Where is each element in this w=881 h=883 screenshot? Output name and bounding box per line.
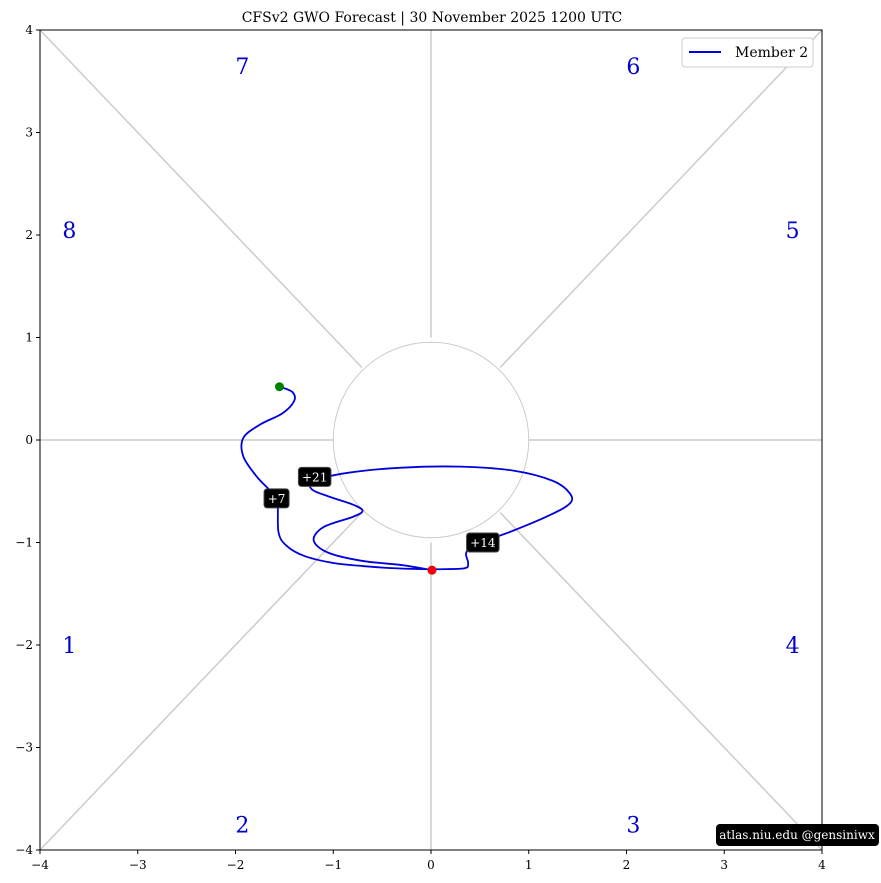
guide-line-northwest: [39, 29, 363, 369]
y-tick-label: 3: [25, 126, 33, 140]
x-tick-label: 2: [623, 858, 631, 872]
x-tick-label: 3: [720, 858, 728, 872]
x-tick-label: 0: [427, 858, 435, 872]
y-tick-label: 2: [25, 228, 33, 242]
legend-box: [681, 37, 814, 68]
day-label-plus-21: +21: [302, 470, 327, 484]
y-axis-ticks: −4 −3 −2 −1 0 1 2 3 4: [15, 23, 40, 857]
phase-label-8: 8: [62, 219, 76, 244]
x-tick-label: −3: [129, 858, 147, 872]
phase-label-7: 7: [235, 55, 249, 80]
end-point-marker: [427, 565, 437, 575]
phase-label-6: 6: [626, 55, 640, 80]
day-label-plus-14: +14: [470, 536, 496, 550]
day-label-plus-7: +7: [268, 492, 286, 506]
y-tick-label: 0: [25, 433, 33, 447]
x-tick-label: −1: [324, 858, 342, 872]
phase-label-1: 1: [62, 634, 76, 659]
credit-text: atlas.niu.edu @gensiniwx: [719, 828, 875, 842]
unit-circle: [332, 341, 530, 539]
chart-title: CFSv2 GWO Forecast | 30 November 2025 12…: [242, 10, 623, 26]
day-labels: +7 +14 +21: [263, 466, 500, 553]
legend-entry-member-2: Member 2: [735, 45, 808, 61]
day-label-box: [466, 532, 500, 553]
y-tick-label: −1: [15, 536, 33, 550]
guide-line-southwest: [39, 511, 363, 851]
y-tick-label: −2: [15, 638, 33, 652]
x-tick-label: −4: [31, 858, 49, 872]
legend: Member 2: [681, 37, 814, 68]
x-tick-label: 1: [525, 858, 533, 872]
credit-box: [716, 824, 879, 846]
y-tick-label: 1: [25, 331, 33, 345]
x-tick-label: −2: [227, 858, 245, 872]
x-tick-label: 4: [818, 858, 826, 872]
phase-label-3: 3: [626, 813, 640, 838]
start-point-marker: [274, 382, 284, 392]
guide-line-southeast: [499, 511, 823, 851]
phase-label-5: 5: [786, 219, 800, 244]
phase-label-2: 2: [235, 813, 249, 838]
y-tick-label: −3: [15, 741, 33, 755]
x-axis-ticks: −4 −3 −2 −1 0 1 2 3 4: [31, 850, 826, 872]
y-tick-label: 4: [25, 23, 33, 37]
phase-guide-lines: [39, 29, 823, 851]
guide-line-northeast: [499, 29, 823, 369]
phase-label-4: 4: [786, 634, 800, 659]
day-label-box: [297, 466, 332, 487]
day-label-box: [263, 488, 290, 509]
y-tick-label: −4: [15, 843, 33, 857]
phase-labels: 1 2 3 4 5 6 7 8: [62, 55, 799, 839]
credit-badge: atlas.niu.edu @gensiniwx: [716, 824, 879, 846]
